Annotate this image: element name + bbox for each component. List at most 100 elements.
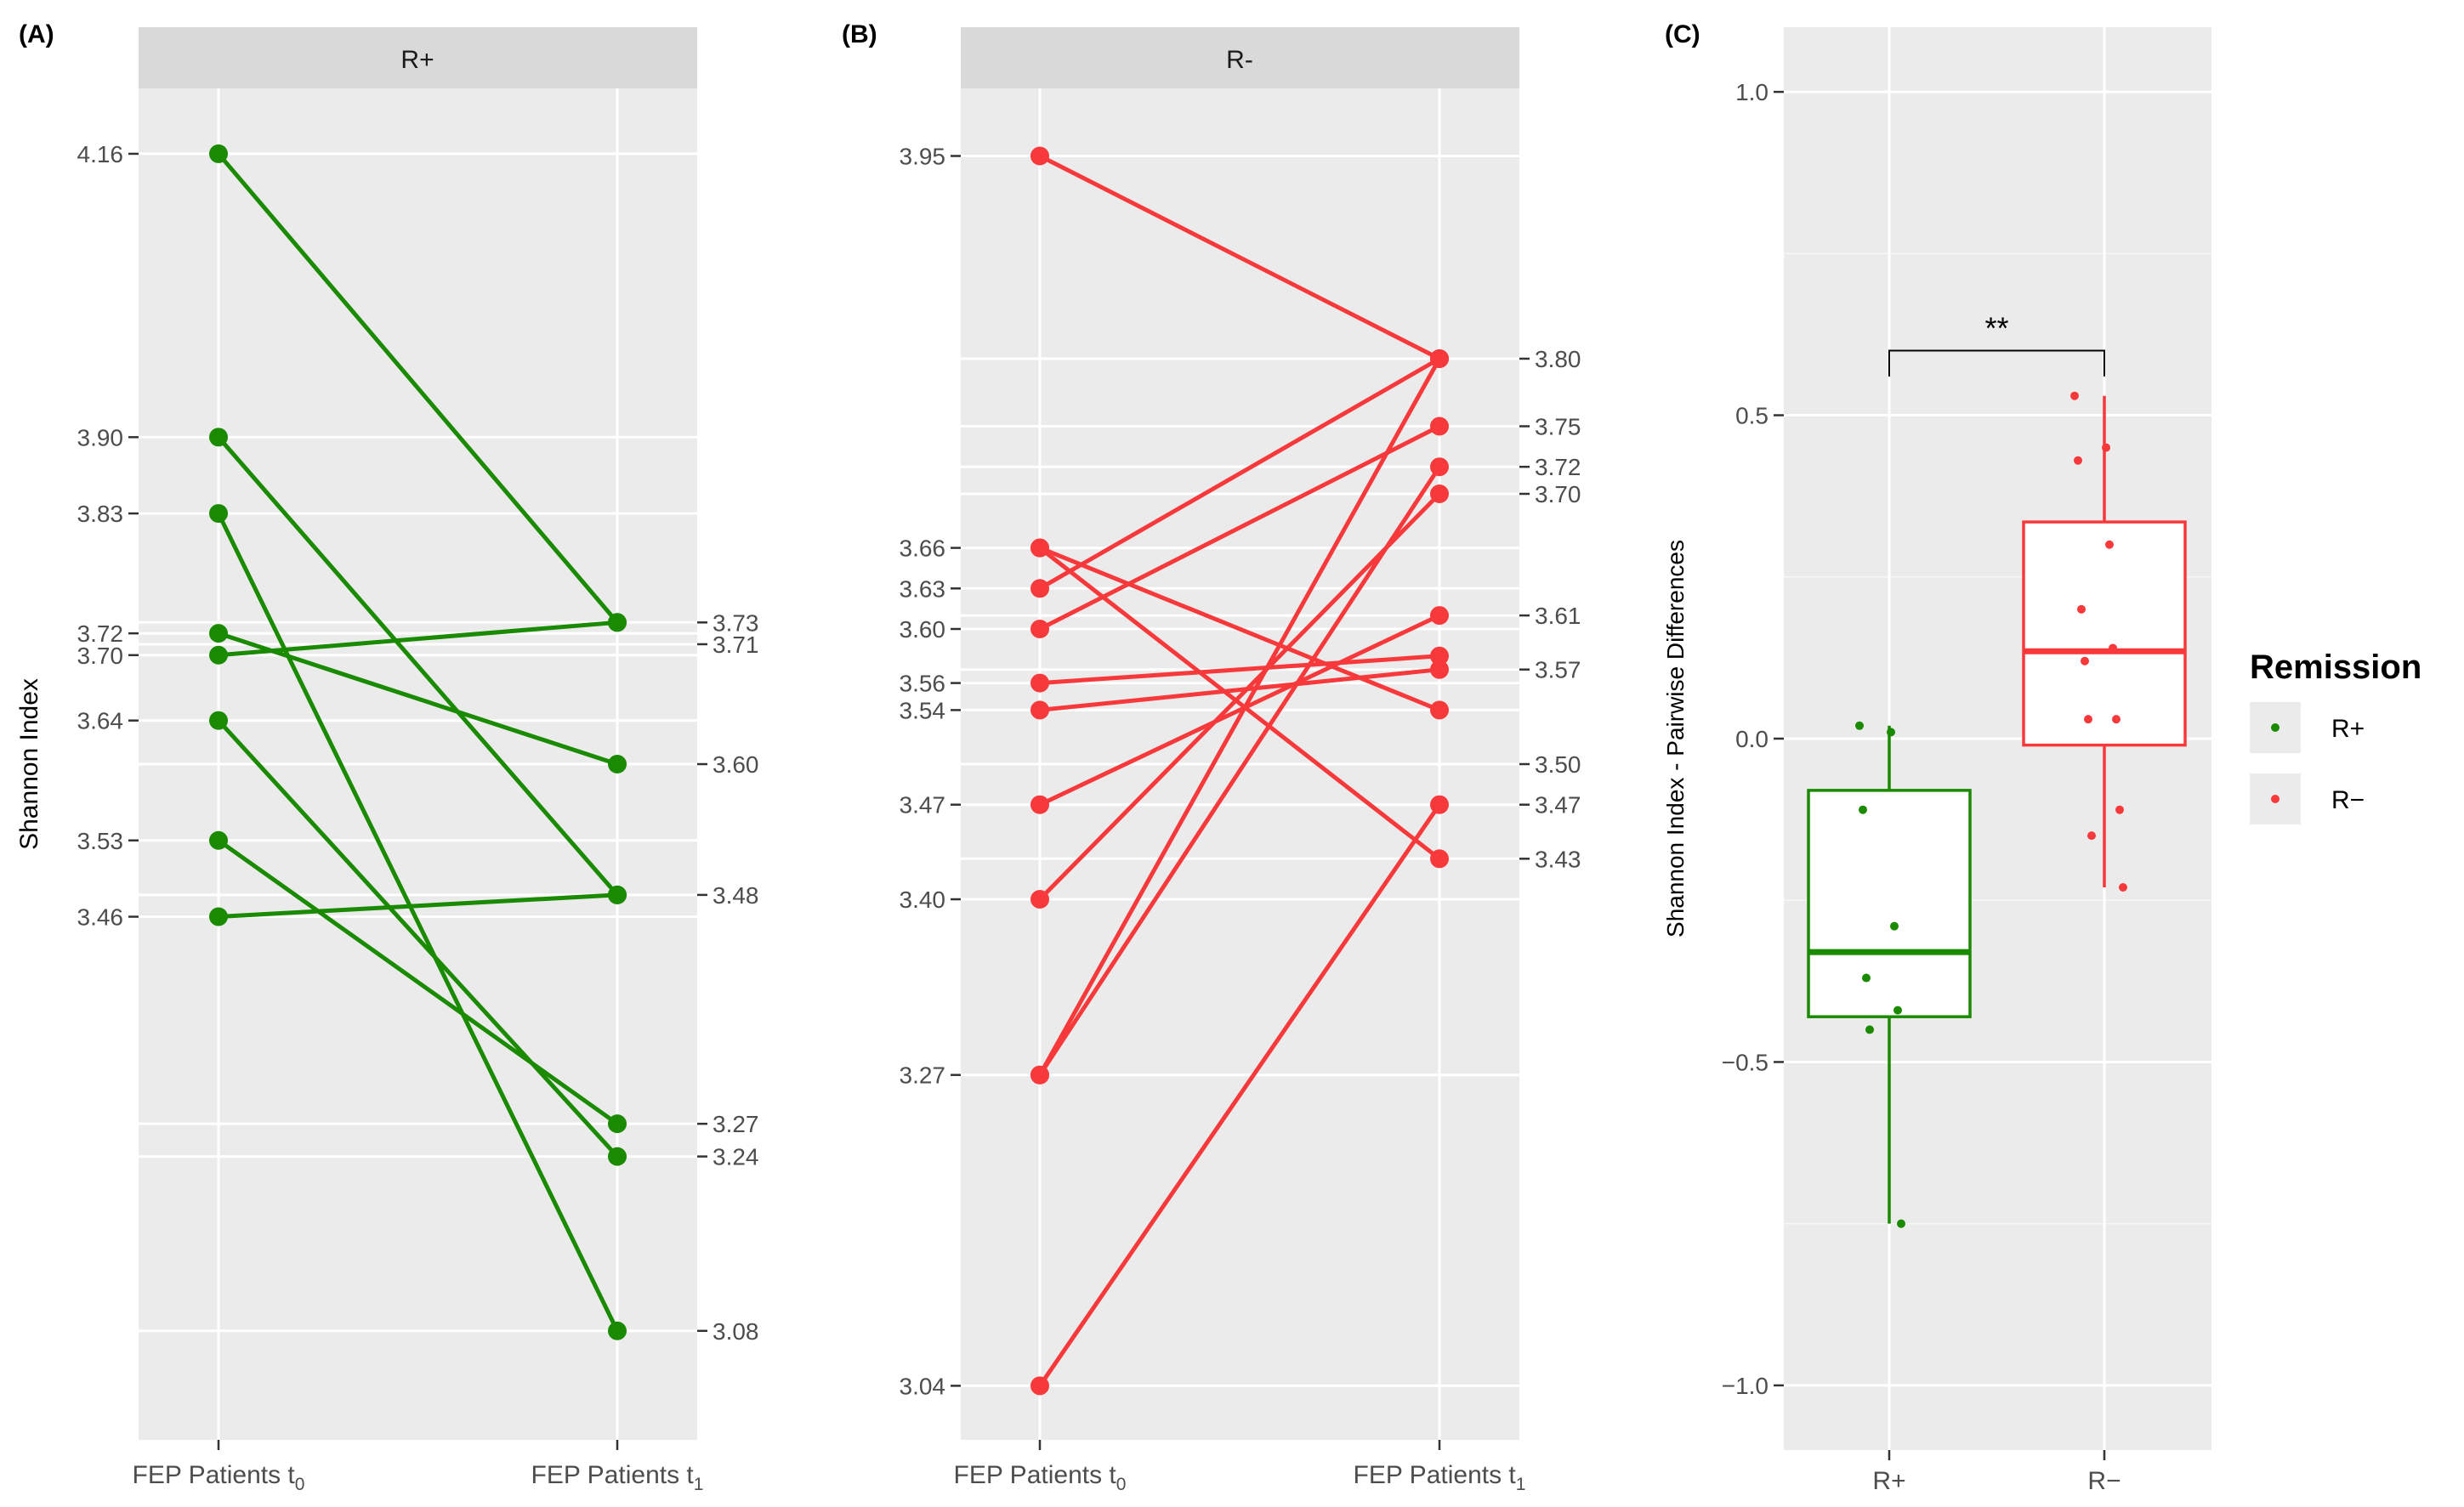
panel-c-ylabel: Shannon Index - Pairwise Differences <box>1662 540 1689 938</box>
panel-a-point-t1-4 <box>608 613 627 632</box>
panel-b-ytick-label-right-0: 3.80 <box>1535 346 1581 372</box>
legend-label-r-minus: R− <box>2331 786 2365 814</box>
legend-label-r-plus: R+ <box>2331 715 2365 743</box>
panel-b-ytick-label-left-5: 3.54 <box>900 697 946 723</box>
panel-a-pair-line-0 <box>216 151 620 625</box>
panel-a-ytick-label-right-3: 3.48 <box>713 882 759 909</box>
box-point-r-minus <box>2102 443 2110 452</box>
panel-a-ytick-label-right-0: 3.73 <box>713 609 759 636</box>
box-point-r-minus <box>2109 643 2117 653</box>
panel-a-xlabel-t0-sub: 0 <box>295 1475 305 1494</box>
panel-b-point-t0-11 <box>1030 1376 1049 1396</box>
panel-a-xlabel-t1: FEP Patients t1 <box>531 1461 704 1494</box>
panel-b-point-t1-11 <box>1430 795 1449 814</box>
panel-b-ytick-label-right-1: 3.75 <box>1535 414 1581 440</box>
panel-c-ytick-label-3: −0.5 <box>1722 1049 1769 1075</box>
panel-b-xlabel-t1-main: FEP Patients t <box>1354 1461 1517 1489</box>
panel-b-pair-line-0 <box>1037 154 1442 361</box>
panel-a-xlabel-t0-main: FEP Patients t <box>133 1461 296 1489</box>
panel-b-xlabel-t0: FEP Patients t0 <box>954 1461 1127 1494</box>
panel-a-ytick-label-left-3: 3.72 <box>77 620 124 647</box>
box-point-r-plus <box>1859 805 1867 814</box>
panel-a-pair-line-7 <box>216 892 620 920</box>
panel-a-marks: 4.16 3.90 3.83 3.723.70 3.64 3.53 3.46 3.733.71… <box>77 88 759 1450</box>
panel-a-point-t1-3 <box>608 755 627 773</box>
panel-b-ytick-label-left-3: 3.60 <box>900 616 946 643</box>
panel-b-ytick-label-left-2: 3.63 <box>900 575 946 602</box>
panel-a-xlabel-t0: FEP Patients t0 <box>133 1461 305 1494</box>
panel-c-ytick-label-4: −1.0 <box>1722 1373 1769 1399</box>
panel-b-ytick-label-right-4: 3.61 <box>1535 603 1581 629</box>
panel-a-pair-line-6 <box>216 838 620 1126</box>
panel-b-ytick-label-left-1: 3.66 <box>900 535 946 562</box>
panel-b-strip-label: R- <box>1226 46 1253 74</box>
panel-a-point-t0-0 <box>209 144 228 163</box>
panel-b-point-t1-7 <box>1430 606 1449 626</box>
panel-a-point-t0-7 <box>209 907 228 926</box>
panel-b-ytick-label-right-7: 3.47 <box>1535 792 1581 819</box>
legend-key-r-plus <box>2271 723 2279 732</box>
panel-a-pair-line-1 <box>216 434 620 898</box>
panel-a-ytick-label-right-6: 3.08 <box>713 1318 759 1345</box>
panel-b-ytick-label-left-0: 3.95 <box>900 144 946 170</box>
box-point-r-plus <box>1865 1025 1874 1034</box>
panel-a-point-t1-7 <box>608 885 627 904</box>
panel-b-point-t0-2 <box>1030 538 1049 558</box>
panel-c-label: (C) <box>1665 20 1700 48</box>
panel-b-xlabel-t0-sub: 0 <box>1116 1475 1127 1494</box>
panel-b-xlabel-t0-main: FEP Patients t <box>954 1461 1117 1489</box>
panel-b-ytick-label-left-6: 3.47 <box>900 792 946 819</box>
panel-b-ytick-label-left-8: 3.27 <box>900 1062 946 1089</box>
panel-b-label: (B) <box>842 20 877 48</box>
panel-a-point-t0-2 <box>209 504 228 524</box>
panel-b-ytick-label-right-2: 3.72 <box>1535 454 1581 480</box>
panel-a-point-t0-1 <box>209 428 228 447</box>
panel-a-point-t0-3 <box>209 624 228 643</box>
panel-b-pair-line-10 <box>1037 356 1442 1078</box>
box-point-r-plus <box>1862 973 1871 983</box>
significance-label: ** <box>1984 310 2008 345</box>
panel-b-point-t0-3 <box>1030 579 1049 598</box>
panel-c-ytick-label-0: 1.0 <box>1735 79 1769 105</box>
panel-a-point-t0-4 <box>209 645 228 665</box>
panel-b-pair-line-5 <box>1037 654 1442 686</box>
box-point-r-plus <box>1890 921 1899 931</box>
panel-b-point-t0-7 <box>1030 795 1049 814</box>
legend-key-r-minus <box>2271 795 2279 803</box>
panel-b-point-t1-8 <box>1430 484 1449 503</box>
panel-c-ytick-label-1: 0.5 <box>1735 403 1769 429</box>
box-point-r-plus <box>1893 1006 1902 1015</box>
panel-b-point-t0-6 <box>1030 700 1049 720</box>
panel-b-xlabel-t1-sub: 1 <box>1516 1475 1526 1494</box>
panel-a-point-t0-6 <box>209 830 228 850</box>
box-point-r-minus <box>2070 391 2079 400</box>
panel-a-pair-line-4 <box>216 620 620 658</box>
panel-b-pair-line-3 <box>1037 356 1442 591</box>
panel-a-ytick-label-left-4: 3.70 <box>77 643 124 669</box>
panel-a-ytick-label-right-1: 3.71 <box>713 632 759 658</box>
panel-c-ytick-label-2: 0.0 <box>1735 726 1769 752</box>
panel-c-xtick-label-0: R+ <box>1872 1467 1905 1495</box>
panel-b-point-t1-5 <box>1430 646 1449 666</box>
panel-b-ytick-label-left-9: 3.04 <box>900 1373 946 1399</box>
panel-a-ytick-label-left-5: 3.64 <box>77 708 124 734</box>
panel-b-pair-line-8 <box>1037 491 1442 902</box>
panel-b-point-t1-2 <box>1430 849 1449 869</box>
panel-a-ytick-label-right-5: 3.24 <box>713 1144 759 1170</box>
panel-b-point-t1-4 <box>1430 416 1449 436</box>
panel-b-point-t0-0 <box>1030 146 1049 166</box>
box-point-r-minus <box>2115 805 2124 814</box>
panel-b-xlabel-t1: FEP Patients t1 <box>1354 1461 1526 1494</box>
panel-b-ytick-label-left-4: 3.56 <box>900 671 946 697</box>
panel-b-ytick-label-right-3: 3.70 <box>1535 481 1581 507</box>
panel-a-strip-label: R+ <box>400 46 434 74</box>
legend-title: Remission <box>2250 649 2421 686</box>
panel-c-xtick-label-1: R− <box>2087 1467 2121 1495</box>
panel-a-ytick-label-left-1: 3.90 <box>77 424 124 450</box>
panel-a-ytick-label-left-0: 4.16 <box>77 141 124 167</box>
panel-b-point-t0-8 <box>1030 890 1049 909</box>
panel-a-ytick-label-left-6: 3.53 <box>77 828 124 854</box>
panel-b-point-t1-10 <box>1430 349 1449 368</box>
panel-a-ytick-label-right-4: 3.27 <box>713 1111 759 1137</box>
